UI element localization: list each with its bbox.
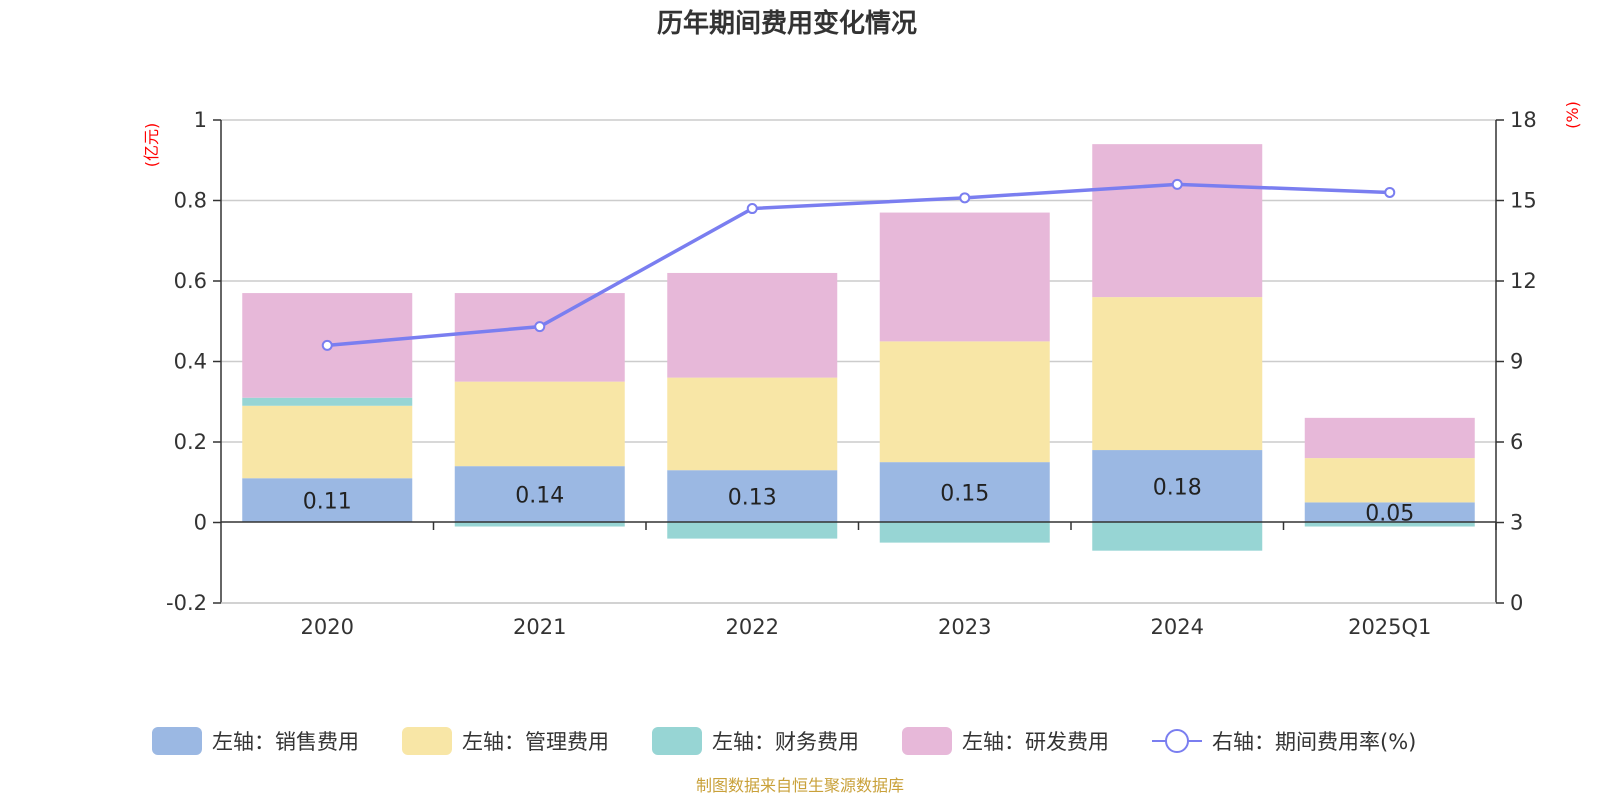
- bar-segment: [1304, 502, 1475, 523]
- expense-rate-point: [534, 321, 546, 333]
- right-axis-tick-label: 18: [1510, 108, 1537, 132]
- sales-expense-data-label: 0.18: [1153, 475, 1202, 500]
- sales-expense-data-label: 0.13: [728, 485, 777, 510]
- bar-segment: [879, 522, 1050, 543]
- bar-segment: [454, 522, 625, 527]
- legend: 左轴：销售费用 左轴：管理费用 左轴：财务费用 左轴：研发费用 右轴：期间费用率(%): [152, 727, 1416, 755]
- legend-swatch: [902, 727, 952, 755]
- bar-segment: [1092, 297, 1263, 451]
- x-axis-tick-label: 2020: [301, 615, 354, 639]
- bar-segment: [879, 462, 1050, 523]
- sales-expense-data-label: 0.11: [303, 489, 352, 514]
- legend-label: 左轴：财务费用: [712, 730, 859, 754]
- bar-segment: [667, 522, 838, 539]
- left-axis-tick-label: 0: [194, 511, 207, 535]
- bar-segment: [242, 478, 413, 523]
- x-axis-tick-label: 2024: [1151, 615, 1204, 639]
- expense-rate-point: [1171, 178, 1183, 190]
- left-axis-tick-label: 0.8: [174, 189, 207, 213]
- right-axis-tick-label: 3: [1510, 511, 1523, 535]
- legend-swatch: [152, 727, 202, 755]
- bar-segment: [1304, 458, 1475, 503]
- bar-segment: [454, 293, 625, 382]
- legend-label: 右轴：期间费用率(%): [1212, 730, 1416, 754]
- bar-segment: [667, 470, 838, 523]
- bars: [242, 144, 1475, 551]
- expense-rate-line-path: [327, 182, 1390, 348]
- legend-label: 左轴：销售费用: [212, 730, 359, 754]
- bar-segment: [454, 381, 625, 467]
- sales-expense-data-label: 0.05: [1365, 501, 1414, 526]
- data-labels: 0.11 0.14 0.13 0.15 0.18 0.05: [303, 475, 1414, 526]
- bar-segment: [242, 397, 413, 406]
- expense-rate-point: [321, 339, 333, 351]
- left-axis-tick-label: 1: [194, 108, 207, 132]
- bar-segment: [667, 377, 838, 471]
- sales-expense-data-label: 0.14: [515, 483, 564, 508]
- right-axis-tick-label: 0: [1510, 591, 1523, 615]
- left-axis-tick-label: 0.4: [174, 350, 207, 374]
- legend-label: 左轴：管理费用: [462, 730, 609, 754]
- bar-segment: [1304, 417, 1475, 459]
- legend-circle-marker: [1165, 729, 1189, 753]
- axes: -0.2 0 0.2 0.4 0.6 0.8 1 0 3 6 9 12 15 18 2020 2021 2022…: [166, 108, 1537, 639]
- bar-segment: [879, 341, 1050, 463]
- right-axis-tick-label: 9: [1510, 350, 1523, 374]
- source-note: 制图数据来自恒生聚源数据库: [696, 776, 904, 795]
- right-axis-unit: (%): [1563, 101, 1582, 129]
- bar-segment: [1092, 522, 1263, 551]
- bar-segment: [1304, 522, 1475, 527]
- left-axis-tick-label: -0.2: [166, 591, 207, 615]
- sales-expense-data-label: 0.15: [940, 481, 989, 506]
- chart-title: 历年期间费用变化情况: [657, 8, 917, 39]
- bar-segment: [1092, 144, 1263, 298]
- left-axis-tick-label: 0.2: [174, 430, 207, 454]
- expense-rate-point: [959, 192, 971, 204]
- left-axis-tick-label: 0.6: [174, 269, 207, 293]
- x-axis-tick-label: 2022: [726, 615, 779, 639]
- expense-rate-point: [746, 203, 758, 215]
- expense-rate-point: [1384, 186, 1396, 198]
- right-axis-tick-label: 15: [1510, 189, 1537, 213]
- expense-rate-line: [321, 178, 1396, 351]
- x-axis-tick-label: 2021: [513, 615, 566, 639]
- legend-label: 左轴：研发费用: [962, 730, 1109, 754]
- bar-segment: [454, 466, 625, 523]
- x-axis-tick-label: 2025Q1: [1348, 615, 1431, 639]
- legend-swatch: [402, 727, 452, 755]
- legend-swatch: [652, 727, 702, 755]
- bar-segment: [879, 212, 1050, 342]
- bar-segment: [1092, 450, 1263, 523]
- left-axis-unit: (亿元): [142, 123, 161, 168]
- right-axis-tick-label: 6: [1510, 430, 1523, 454]
- bar-segment: [242, 405, 413, 479]
- x-axis-tick-label: 2023: [938, 615, 991, 639]
- bar-segment: [667, 272, 838, 378]
- right-axis-tick-label: 12: [1510, 269, 1537, 293]
